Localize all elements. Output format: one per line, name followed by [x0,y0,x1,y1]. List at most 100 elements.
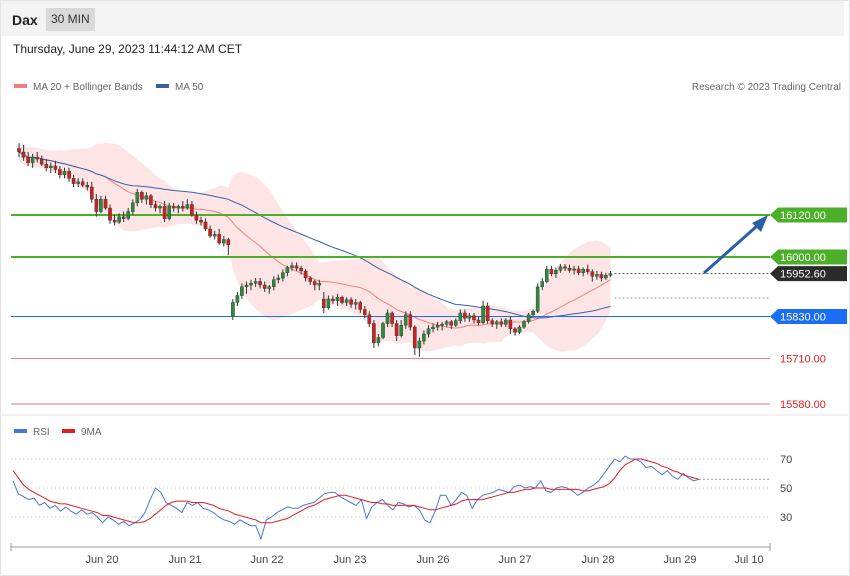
candle-body [76,181,80,184]
candle-body [331,298,335,301]
rsi-ma-legend-label: 9MA [81,427,102,438]
ma50-line [18,151,611,319]
candle-body [144,195,149,200]
candle-body [176,206,181,209]
candle-body [199,220,203,223]
candle-body [267,286,272,289]
datetime-label: Thursday, June 29, 2023 11:44:12 AM CET [13,42,243,56]
candle-body [340,297,344,303]
candle-body [121,216,126,219]
candle-body [363,309,367,316]
candle-body [595,274,599,277]
rsi-tick-label: 50 [780,483,792,495]
candle-body [317,283,322,286]
x-tick-label: Jun 21 [168,554,201,566]
candle-body [490,320,495,324]
candle-body [249,283,253,286]
x-tick-label: Jun 29 [663,554,696,566]
candle-body [244,284,249,287]
candle-body [576,268,581,273]
candle-body [399,325,404,336]
candle-body [276,277,281,280]
candle-body [162,206,167,219]
candle-body [344,299,349,303]
candle-body [231,302,235,317]
candle-body [62,171,67,176]
candle-body [240,286,244,296]
bollinger-bands [19,142,611,352]
candle-body [494,321,499,324]
x-tick-label: Jun 23 [333,554,366,566]
candle-body [221,239,226,244]
candle-body [508,319,513,330]
forecast-arrow [703,215,768,275]
candle-body [167,206,172,219]
candle-body [467,315,472,319]
candle-body [440,324,444,326]
candle-body [435,325,440,328]
candle-body [394,323,399,337]
candle-body [153,204,158,209]
candle-body [335,297,340,301]
candle-body [403,314,408,326]
candle-body [581,269,585,273]
candle-body [299,268,303,272]
candle-body [444,321,449,325]
level-label: 15952.60 [780,269,826,281]
candle-body [408,314,413,328]
symbol-name: Dax [12,12,38,28]
candle-body [312,281,317,286]
candle-body [44,164,49,169]
candle-body [422,333,426,342]
candle-body [599,274,604,279]
level-tag [770,207,847,223]
candle-body [567,268,572,271]
candle-body [39,158,44,165]
candle-body [381,323,385,338]
candle-body [385,312,390,324]
candle-body [281,272,285,279]
candle-body [135,192,140,204]
candle-body [99,199,103,212]
candle-body [358,302,363,310]
level-label: 15580.00 [780,399,826,411]
candle-body [149,195,153,205]
level-tag [770,266,847,282]
candle-body [26,157,30,163]
candle-body [194,214,199,221]
candle-body [208,228,212,237]
candle-body [217,234,222,244]
candle-body [572,268,576,271]
x-tick-label: Jul 10 [734,554,763,566]
candle-body [585,269,590,272]
candle-body [272,279,276,287]
level-label: 15710.00 [780,354,826,366]
ma20-legend-label: MA 20 + Bollinger Bands [33,82,143,93]
x-tick-label: Jun 27 [498,554,531,566]
candle-body [390,312,394,324]
level-label: 16000.00 [780,252,826,264]
candle-body [517,326,522,333]
candle-body [21,151,26,158]
x-tick-label: Jun 22 [250,554,283,566]
candle-body [262,284,267,289]
timeframe-button[interactable]: 30 MIN [46,8,95,31]
candle-body [531,311,535,315]
candle-body [513,328,517,333]
candle-body [472,315,476,321]
candle-body [89,186,94,200]
candle-body [35,157,39,160]
candle-body [558,266,563,271]
candle-body [30,157,35,163]
candle-body [485,305,490,321]
top-bar: Dax 30 MIN [1,1,844,36]
candle-body [49,165,53,168]
candle-body [158,206,162,209]
candle-body [235,295,240,303]
candlesticks [17,143,613,357]
candle-body [499,321,504,325]
forecast-arrow-head [752,215,768,232]
candle-body [185,204,190,209]
candle-body [290,265,294,268]
